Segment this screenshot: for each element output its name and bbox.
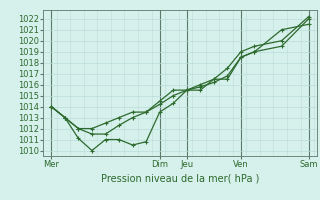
X-axis label: Pression niveau de la mer( hPa ): Pression niveau de la mer( hPa ) (101, 173, 259, 183)
